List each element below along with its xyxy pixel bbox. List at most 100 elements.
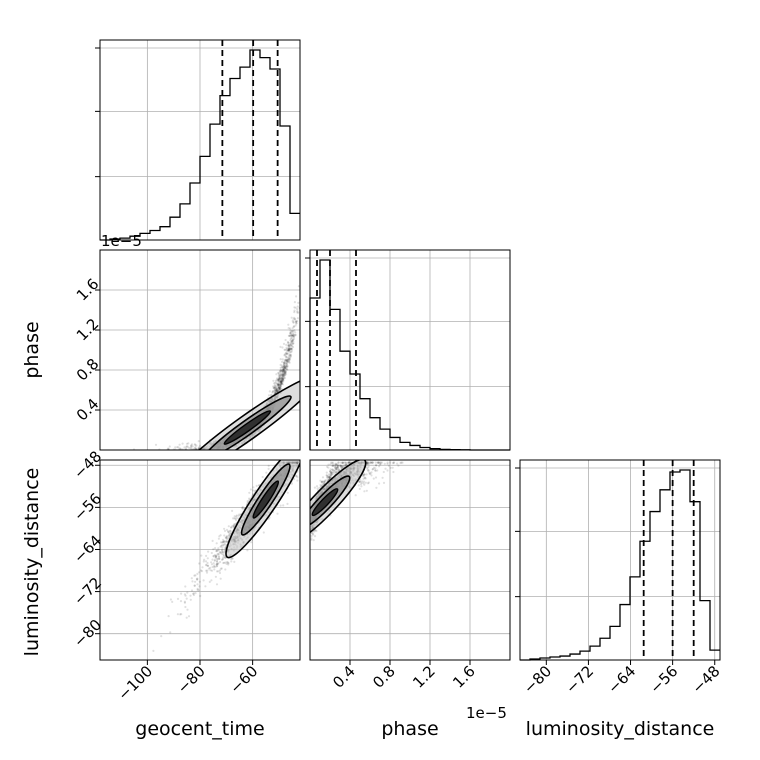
sample-point [283, 361, 286, 364]
sample-point [277, 378, 281, 381]
sample-point [283, 363, 286, 366]
sample-point [280, 382, 283, 386]
sample-point [221, 549, 224, 552]
sample-point [212, 562, 215, 565]
sample-point [336, 463, 339, 466]
sample-point [215, 565, 218, 568]
sample-point [283, 370, 286, 373]
sample-point [265, 471, 268, 474]
sample-point [344, 463, 347, 466]
sample-point [292, 342, 295, 345]
sample-point [215, 583, 219, 586]
sample-point [376, 461, 379, 464]
sample-point [219, 560, 222, 564]
sample-point [325, 474, 328, 477]
sample-point [292, 334, 295, 337]
sample-point [334, 462, 337, 465]
sample-point [278, 376, 281, 379]
sample-point [277, 383, 280, 387]
sample-point [333, 471, 336, 474]
sample-point [290, 335, 293, 338]
sample-point [181, 442, 184, 445]
sample-point [282, 380, 285, 383]
sample-point [281, 370, 284, 373]
sample-point [169, 631, 172, 634]
sample-point [189, 598, 192, 601]
sample-point [283, 375, 286, 378]
sample-point [280, 366, 283, 369]
sample-point [220, 544, 223, 548]
sample-point [292, 330, 295, 333]
sample-point [213, 559, 216, 562]
sample-point [191, 580, 194, 583]
sample-point [278, 387, 281, 390]
sample-point [248, 497, 251, 500]
sample-point [325, 471, 328, 474]
sample-point [336, 464, 339, 467]
sample-point [347, 461, 350, 464]
sample-point [341, 461, 344, 464]
x-axis-label: geocent_time [135, 718, 264, 740]
sample-point [330, 461, 333, 464]
hist-grid [310, 250, 510, 450]
sample-point [282, 342, 286, 345]
sample-point [274, 391, 277, 394]
y-tick-label: 0.4 [73, 395, 103, 425]
sample-point [276, 383, 279, 386]
sample-point [319, 485, 323, 488]
sample-point [205, 563, 208, 566]
sample-point [328, 476, 331, 479]
x-tick-label: 1.6 [449, 662, 479, 692]
sample-point [377, 461, 380, 464]
sample-point [179, 447, 182, 450]
sample-point [279, 384, 282, 387]
sample-point [378, 465, 381, 468]
sample-point [187, 615, 191, 618]
sample-point [287, 343, 290, 347]
sample-point [347, 461, 351, 464]
sample-point [331, 464, 334, 467]
sample-point [362, 482, 365, 485]
sample-point [277, 371, 280, 374]
sample-point [277, 385, 280, 388]
sample-point [297, 285, 300, 288]
sample-point [282, 371, 285, 374]
sample-point [281, 378, 284, 381]
sample-point [160, 635, 163, 638]
sample-point [268, 390, 271, 393]
sample-point [324, 479, 327, 482]
sample-point [248, 491, 251, 494]
sample-point [291, 348, 294, 351]
sample-point [341, 461, 344, 465]
sample-point [287, 349, 290, 352]
sample-point [359, 483, 363, 486]
hist-bars [309, 259, 510, 451]
sample-point [287, 323, 290, 326]
x-tick-label: 1.2 [409, 662, 439, 692]
sample-point [376, 469, 379, 472]
sample-point [378, 482, 381, 485]
x-tick-label: −72 [562, 662, 597, 697]
sample-point [273, 382, 276, 385]
sample-point [295, 295, 298, 298]
sample-point [207, 567, 211, 570]
sample-point [276, 388, 279, 391]
sample-point [197, 589, 200, 592]
sample-point [329, 470, 332, 473]
sample-point [270, 393, 273, 396]
sample-point [185, 446, 188, 449]
sample-point [252, 486, 255, 489]
sample-point [283, 367, 287, 370]
sample-point [289, 355, 292, 358]
sample-point [285, 360, 288, 363]
sample-point [382, 470, 385, 474]
sample-point [288, 334, 291, 337]
sample-point [277, 372, 280, 375]
scatter-points [310, 460, 404, 546]
sample-point [220, 567, 223, 570]
sample-point [190, 444, 193, 447]
sample-point [189, 594, 192, 597]
sample-point [225, 535, 229, 538]
sample-point [210, 579, 213, 582]
sample-point [366, 462, 369, 465]
